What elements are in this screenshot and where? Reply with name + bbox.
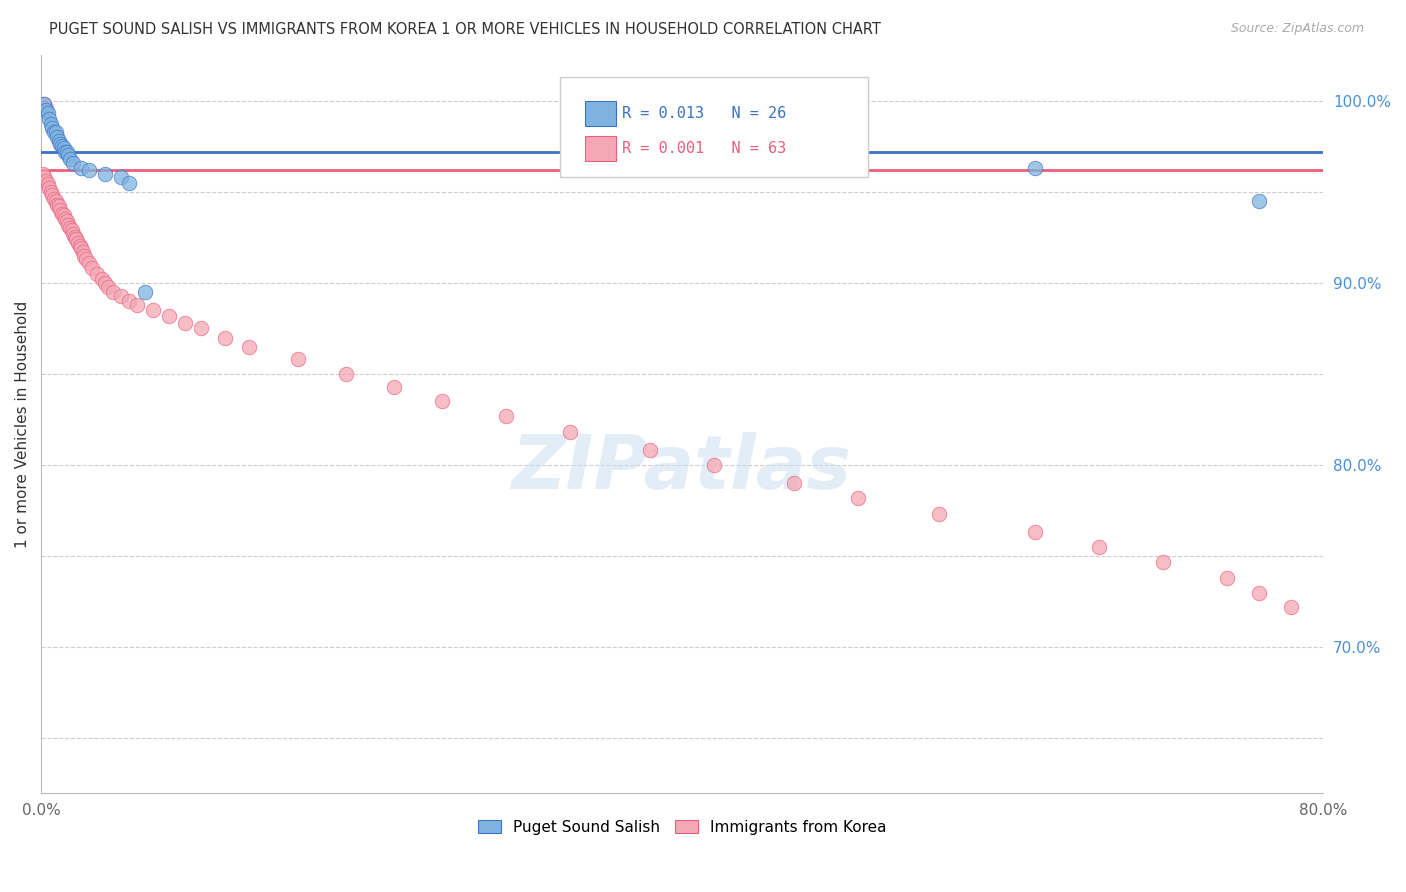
- Point: [34, 170, 56, 185]
- Point: [59, 221, 82, 235]
- Point: [73, 248, 96, 262]
- Point: [65, 232, 87, 246]
- Legend: Puget Sound Salish, Immigrants from Korea: Puget Sound Salish, Immigrants from Kore…: [471, 814, 893, 840]
- Point: [58, 148, 80, 162]
- Point: [55, 214, 77, 228]
- FancyBboxPatch shape: [585, 101, 616, 126]
- Point: [72, 244, 94, 259]
- Point: [238, 340, 260, 354]
- Point: [86, 267, 108, 281]
- Point: [59, 152, 82, 166]
- Point: [51, 139, 73, 153]
- Point: [142, 303, 165, 318]
- Point: [1216, 571, 1239, 585]
- Point: [39, 117, 62, 131]
- Point: [58, 218, 80, 232]
- Point: [42, 125, 65, 139]
- Text: R = 0.013   N = 26: R = 0.013 N = 26: [621, 106, 786, 121]
- Point: [42, 192, 65, 206]
- Point: [134, 285, 156, 299]
- Point: [118, 294, 141, 309]
- Point: [48, 199, 70, 213]
- Point: [70, 241, 93, 255]
- Point: [35, 101, 58, 115]
- Text: R = 0.001   N = 63: R = 0.001 N = 63: [621, 141, 786, 155]
- Text: ZIPatlas: ZIPatlas: [512, 432, 852, 505]
- Point: [174, 316, 197, 330]
- Point: [34, 97, 56, 112]
- Point: [127, 298, 149, 312]
- Point: [157, 309, 180, 323]
- Point: [46, 130, 69, 145]
- Point: [77, 162, 100, 177]
- Point: [41, 121, 63, 136]
- Point: [62, 227, 84, 241]
- Point: [39, 185, 62, 199]
- Point: [1024, 525, 1046, 540]
- FancyBboxPatch shape: [561, 78, 868, 177]
- Point: [41, 188, 63, 202]
- Point: [94, 276, 117, 290]
- Point: [53, 145, 76, 159]
- Point: [38, 181, 60, 195]
- Point: [214, 330, 236, 344]
- Point: [34, 97, 56, 112]
- Point: [91, 272, 114, 286]
- Point: [35, 103, 58, 117]
- Point: [103, 285, 125, 299]
- Point: [382, 380, 405, 394]
- Point: [31, 167, 53, 181]
- Point: [75, 252, 97, 267]
- Point: [70, 161, 93, 175]
- Point: [928, 508, 950, 522]
- Point: [44, 125, 66, 139]
- Point: [783, 476, 806, 491]
- Point: [44, 194, 66, 208]
- Point: [1152, 555, 1174, 569]
- Point: [97, 279, 120, 293]
- Y-axis label: 1 or more Vehicles in Household: 1 or more Vehicles in Household: [15, 301, 30, 548]
- Point: [703, 458, 725, 472]
- Point: [38, 112, 60, 126]
- Point: [94, 167, 117, 181]
- Point: [53, 212, 76, 227]
- Text: PUGET SOUND SALISH VS IMMIGRANTS FROM KOREA 1 OR MORE VEHICLES IN HOUSEHOLD CORR: PUGET SOUND SALISH VS IMMIGRANTS FROM KO…: [49, 22, 882, 37]
- Point: [558, 425, 581, 440]
- Text: Source: ZipAtlas.com: Source: ZipAtlas.com: [1230, 22, 1364, 36]
- Point: [46, 197, 69, 211]
- Point: [51, 207, 73, 221]
- Point: [1249, 585, 1271, 599]
- Point: [495, 409, 517, 423]
- Point: [69, 239, 91, 253]
- Point: [190, 321, 212, 335]
- Point: [1279, 600, 1302, 615]
- Point: [52, 209, 75, 223]
- Point: [1249, 194, 1271, 208]
- Point: [638, 443, 661, 458]
- Point: [60, 223, 83, 237]
- FancyBboxPatch shape: [585, 136, 616, 161]
- Point: [77, 256, 100, 270]
- Point: [430, 394, 453, 409]
- Point: [287, 352, 309, 367]
- Point: [49, 137, 72, 152]
- Point: [1024, 161, 1046, 175]
- Point: [35, 174, 58, 188]
- Point: [55, 145, 77, 159]
- Point: [1088, 540, 1111, 554]
- Point: [37, 106, 59, 120]
- Point: [63, 230, 86, 244]
- Point: [110, 170, 132, 185]
- Point: [110, 288, 132, 302]
- Point: [37, 178, 59, 192]
- Point: [335, 367, 357, 381]
- Point: [48, 134, 70, 148]
- Point: [82, 261, 104, 276]
- Point: [62, 155, 84, 169]
- Point: [52, 141, 75, 155]
- Point: [118, 176, 141, 190]
- Point: [49, 202, 72, 217]
- Point: [848, 491, 870, 505]
- Point: [66, 235, 89, 250]
